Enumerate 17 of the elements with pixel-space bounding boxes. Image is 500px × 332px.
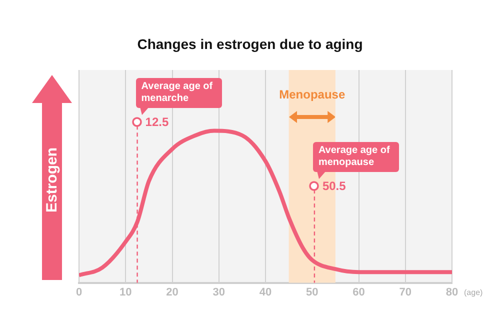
- y-axis-title: Estrogen: [44, 147, 60, 213]
- x-tick-label: 50: [306, 286, 318, 298]
- x-tick-label: 30: [212, 286, 225, 298]
- x-tick-label: 0: [76, 286, 82, 298]
- x-tick-label: 70: [399, 286, 412, 298]
- x-axis-title: (age): [464, 288, 484, 298]
- annotation: Average age of menopause: [313, 142, 400, 172]
- x-tick-label: 20: [166, 286, 178, 298]
- x-tick-label: 60: [352, 286, 365, 298]
- x-tick-label: 10: [120, 286, 132, 298]
- x-tick-label: 40: [259, 286, 272, 298]
- chart-title: Changes in estrogen due to aging: [136, 36, 364, 52]
- band-label: Menopause: [279, 87, 346, 102]
- x-tick-label: 80: [446, 286, 458, 298]
- ref-line-label: 12.5: [145, 114, 169, 129]
- ref-line-label: 50.5: [322, 178, 346, 193]
- text: Average age of menarche: [136, 78, 222, 108]
